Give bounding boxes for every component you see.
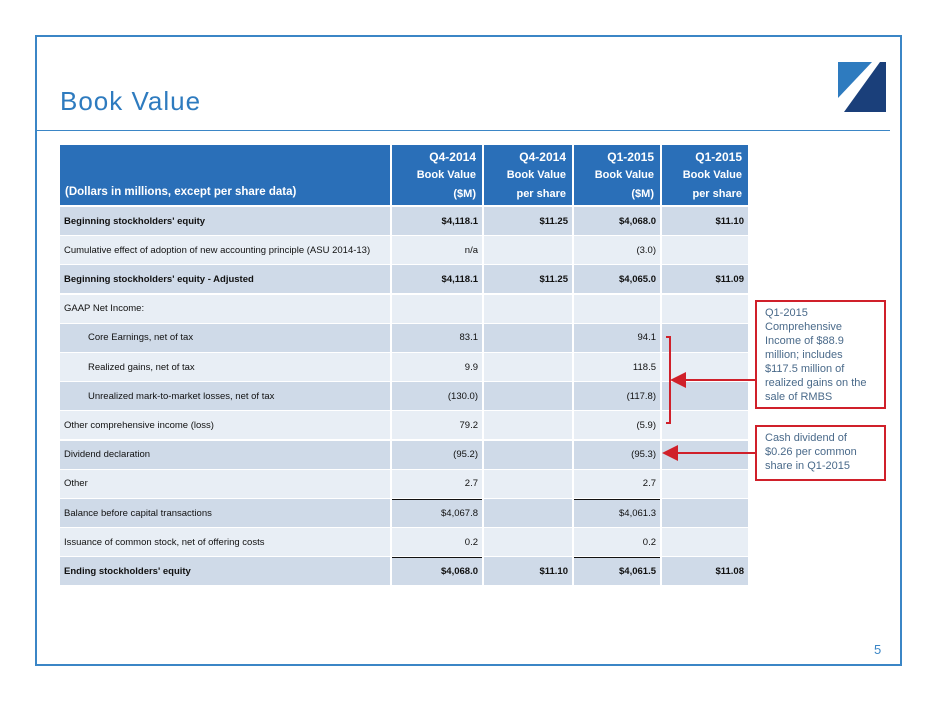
annotation: Q1-2015 Comprehensive Income of $88.9 mi…: [755, 300, 886, 409]
table-cell: $4,068.0: [574, 207, 660, 235]
table-cell: [662, 323, 748, 352]
header-text: per share: [516, 188, 566, 200]
table-cell: $11.25: [484, 265, 572, 294]
header-cell: (Dollars in millions, except per share d…: [60, 145, 390, 205]
row-label: GAAP Net Income:: [60, 294, 390, 323]
table-cell: $11.25: [484, 207, 572, 235]
table-cell: $11.09: [662, 265, 748, 294]
table-cell: $4,118.1: [392, 207, 482, 235]
table-cell: [662, 411, 748, 440]
header-cell: Q1-2015 Book Value per share: [662, 145, 748, 205]
table-cell: 9.9: [392, 353, 482, 381]
table-cell: (130.0): [392, 382, 482, 411]
header-text: Book Value: [682, 169, 742, 181]
row-label: Balance before capital transactions: [60, 499, 390, 527]
table-cell: 94.1: [574, 323, 660, 352]
table-cell: (95.3): [574, 440, 660, 469]
title-rule: [35, 130, 890, 131]
row-label: Other: [60, 469, 390, 498]
header-cell: Q4-2014 Book Value per share: [484, 145, 572, 205]
header-cell: Q1-2015 Book Value ($M): [574, 145, 660, 205]
table-cell: [484, 469, 572, 498]
table-cell: $11.08: [662, 557, 748, 586]
slide-frame: [35, 35, 902, 666]
table-cell: $4,068.0: [392, 557, 482, 586]
header-text: Book Value: [506, 169, 566, 181]
table-cell: (117.8): [574, 382, 660, 411]
table-cell: $4,065.0: [574, 265, 660, 294]
table-cell: [662, 294, 748, 323]
table-cell: [662, 236, 748, 265]
table-cell: 2.7: [574, 469, 660, 498]
table-cell: [484, 236, 572, 265]
table-cell: [484, 411, 572, 440]
table-cell: [484, 323, 572, 352]
header-text: Q1-2015: [607, 150, 654, 164]
table-cell: [484, 294, 572, 323]
row-label: Beginning stockholders' equity - Adjuste…: [60, 265, 390, 294]
row-label: Other comprehensive income (loss): [60, 411, 390, 440]
table-cell: $4,061.5: [574, 557, 660, 586]
table-cell: $4,061.3: [574, 499, 660, 527]
header-cell: Q4-2014 Book Value ($M): [392, 145, 482, 205]
table-cell: [392, 294, 482, 323]
table-cell: [484, 528, 572, 557]
row-label: Unrealized mark-to-market losses, net of…: [60, 382, 390, 411]
table-cell: [574, 294, 660, 323]
table-cell: $11.10: [484, 557, 572, 586]
header-text: Q1-2015: [695, 150, 742, 164]
table-cell: 2.7: [392, 469, 482, 498]
header-text: Book Value: [594, 169, 654, 181]
table-cell: [484, 440, 572, 469]
annotation: Cash dividend of $0.26 per common share …: [755, 425, 886, 481]
table-cell: $11.10: [662, 207, 748, 235]
header-text: ($M): [631, 188, 654, 200]
row-label: Ending stockholders' equity: [60, 557, 390, 586]
table-cell: [484, 382, 572, 411]
table-cell: 0.2: [574, 528, 660, 557]
table-cell: (3.0): [574, 236, 660, 265]
row-label: Dividend declaration: [60, 440, 390, 469]
logo: [838, 62, 886, 112]
row-label: Issuance of common stock, net of offerin…: [60, 528, 390, 557]
row-label: Core Earnings, net of tax: [60, 323, 390, 352]
header-text: per share: [692, 188, 742, 200]
table-cell: [662, 528, 748, 557]
row-label: Beginning stockholders' equity: [60, 207, 390, 235]
table-cell: 0.2: [392, 528, 482, 557]
table-cell: [484, 353, 572, 381]
table-cell: (95.2): [392, 440, 482, 469]
table-cell: [484, 499, 572, 527]
table-cell: $4,067.8: [392, 499, 482, 527]
header-text: ($M): [453, 188, 476, 200]
table-cell: 79.2: [392, 411, 482, 440]
table-cell: 118.5: [574, 353, 660, 381]
header-text: Q4-2014: [519, 150, 566, 164]
header-text: (Dollars in millions, except per share d…: [65, 186, 297, 198]
table-cell: $4,118.1: [392, 265, 482, 294]
slide-title: Book Value: [60, 86, 202, 116]
table-cell: 83.1: [392, 323, 482, 352]
page-number: 5: [874, 642, 882, 657]
row-label: Realized gains, net of tax: [60, 353, 390, 381]
header-text: Book Value: [416, 169, 476, 181]
table-cell: [662, 469, 748, 498]
table-cell: [662, 499, 748, 527]
row-label: Cumulative effect of adoption of new acc…: [60, 236, 390, 265]
table-cell: (5.9): [574, 411, 660, 440]
table-cell: n/a: [392, 236, 482, 265]
header-text: Q4-2014: [429, 150, 476, 164]
